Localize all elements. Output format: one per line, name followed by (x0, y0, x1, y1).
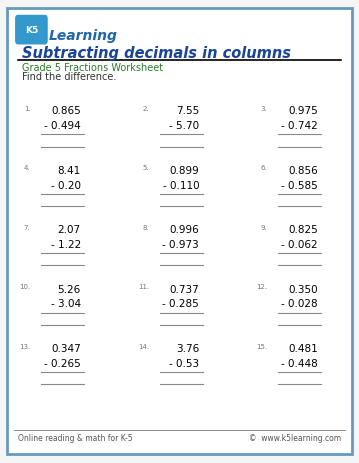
Text: 2.07: 2.07 (58, 225, 81, 235)
Text: 3.: 3. (261, 106, 267, 112)
Text: 0.899: 0.899 (169, 165, 199, 175)
Text: - 0.110: - 0.110 (163, 180, 199, 190)
Text: 6.: 6. (261, 165, 267, 171)
Text: - 5.70: - 5.70 (169, 121, 199, 131)
Text: 0.825: 0.825 (288, 225, 318, 235)
Text: - 0.494: - 0.494 (44, 121, 81, 131)
Text: Subtracting decimals in columns: Subtracting decimals in columns (22, 46, 290, 61)
FancyBboxPatch shape (7, 9, 352, 454)
Text: - 1.22: - 1.22 (51, 239, 81, 250)
Text: 0.350: 0.350 (288, 284, 318, 294)
Text: 0.737: 0.737 (169, 284, 199, 294)
Text: Learning: Learning (48, 29, 117, 43)
Text: 0.996: 0.996 (169, 225, 199, 235)
Text: - 0.265: - 0.265 (44, 358, 81, 368)
Text: 13.: 13. (19, 343, 31, 349)
Text: ©  www.k5learning.com: © www.k5learning.com (249, 433, 341, 442)
Text: - 0.285: - 0.285 (163, 299, 199, 309)
Text: 0.856: 0.856 (288, 165, 318, 175)
Text: - 0.028: - 0.028 (281, 299, 318, 309)
Text: 0.347: 0.347 (51, 343, 81, 353)
Text: 4.: 4. (24, 165, 31, 171)
Text: 11.: 11. (138, 284, 149, 289)
Text: Grade 5 Fractions Worksheet: Grade 5 Fractions Worksheet (22, 63, 163, 73)
Text: 8.: 8. (142, 225, 149, 230)
Text: - 0.742: - 0.742 (281, 121, 318, 131)
Text: 5.26: 5.26 (57, 284, 81, 294)
Text: - 0.448: - 0.448 (281, 358, 318, 368)
Text: 3.76: 3.76 (176, 343, 199, 353)
FancyBboxPatch shape (15, 16, 48, 45)
Text: - 0.973: - 0.973 (163, 239, 199, 250)
Text: 2.: 2. (143, 106, 149, 112)
Text: 8.41: 8.41 (57, 165, 81, 175)
Text: 10.: 10. (19, 284, 31, 289)
Text: - 0.53: - 0.53 (169, 358, 199, 368)
Text: 15.: 15. (256, 343, 267, 349)
Text: 12.: 12. (256, 284, 267, 289)
Text: - 0.20: - 0.20 (51, 180, 81, 190)
Text: 1.: 1. (24, 106, 31, 112)
Text: 9.: 9. (261, 225, 267, 230)
Text: K5: K5 (25, 26, 38, 35)
Text: 7.55: 7.55 (176, 106, 199, 116)
Text: Online reading & math for K-5: Online reading & math for K-5 (18, 433, 132, 442)
Text: 0.481: 0.481 (288, 343, 318, 353)
Text: - 0.062: - 0.062 (281, 239, 318, 250)
Text: 0.975: 0.975 (288, 106, 318, 116)
Text: Find the difference.: Find the difference. (22, 71, 116, 81)
Text: 7.: 7. (24, 225, 31, 230)
Text: - 3.04: - 3.04 (51, 299, 81, 309)
Text: 14.: 14. (138, 343, 149, 349)
Text: - 0.585: - 0.585 (281, 180, 318, 190)
Text: 5.: 5. (143, 165, 149, 171)
Text: 0.865: 0.865 (51, 106, 81, 116)
